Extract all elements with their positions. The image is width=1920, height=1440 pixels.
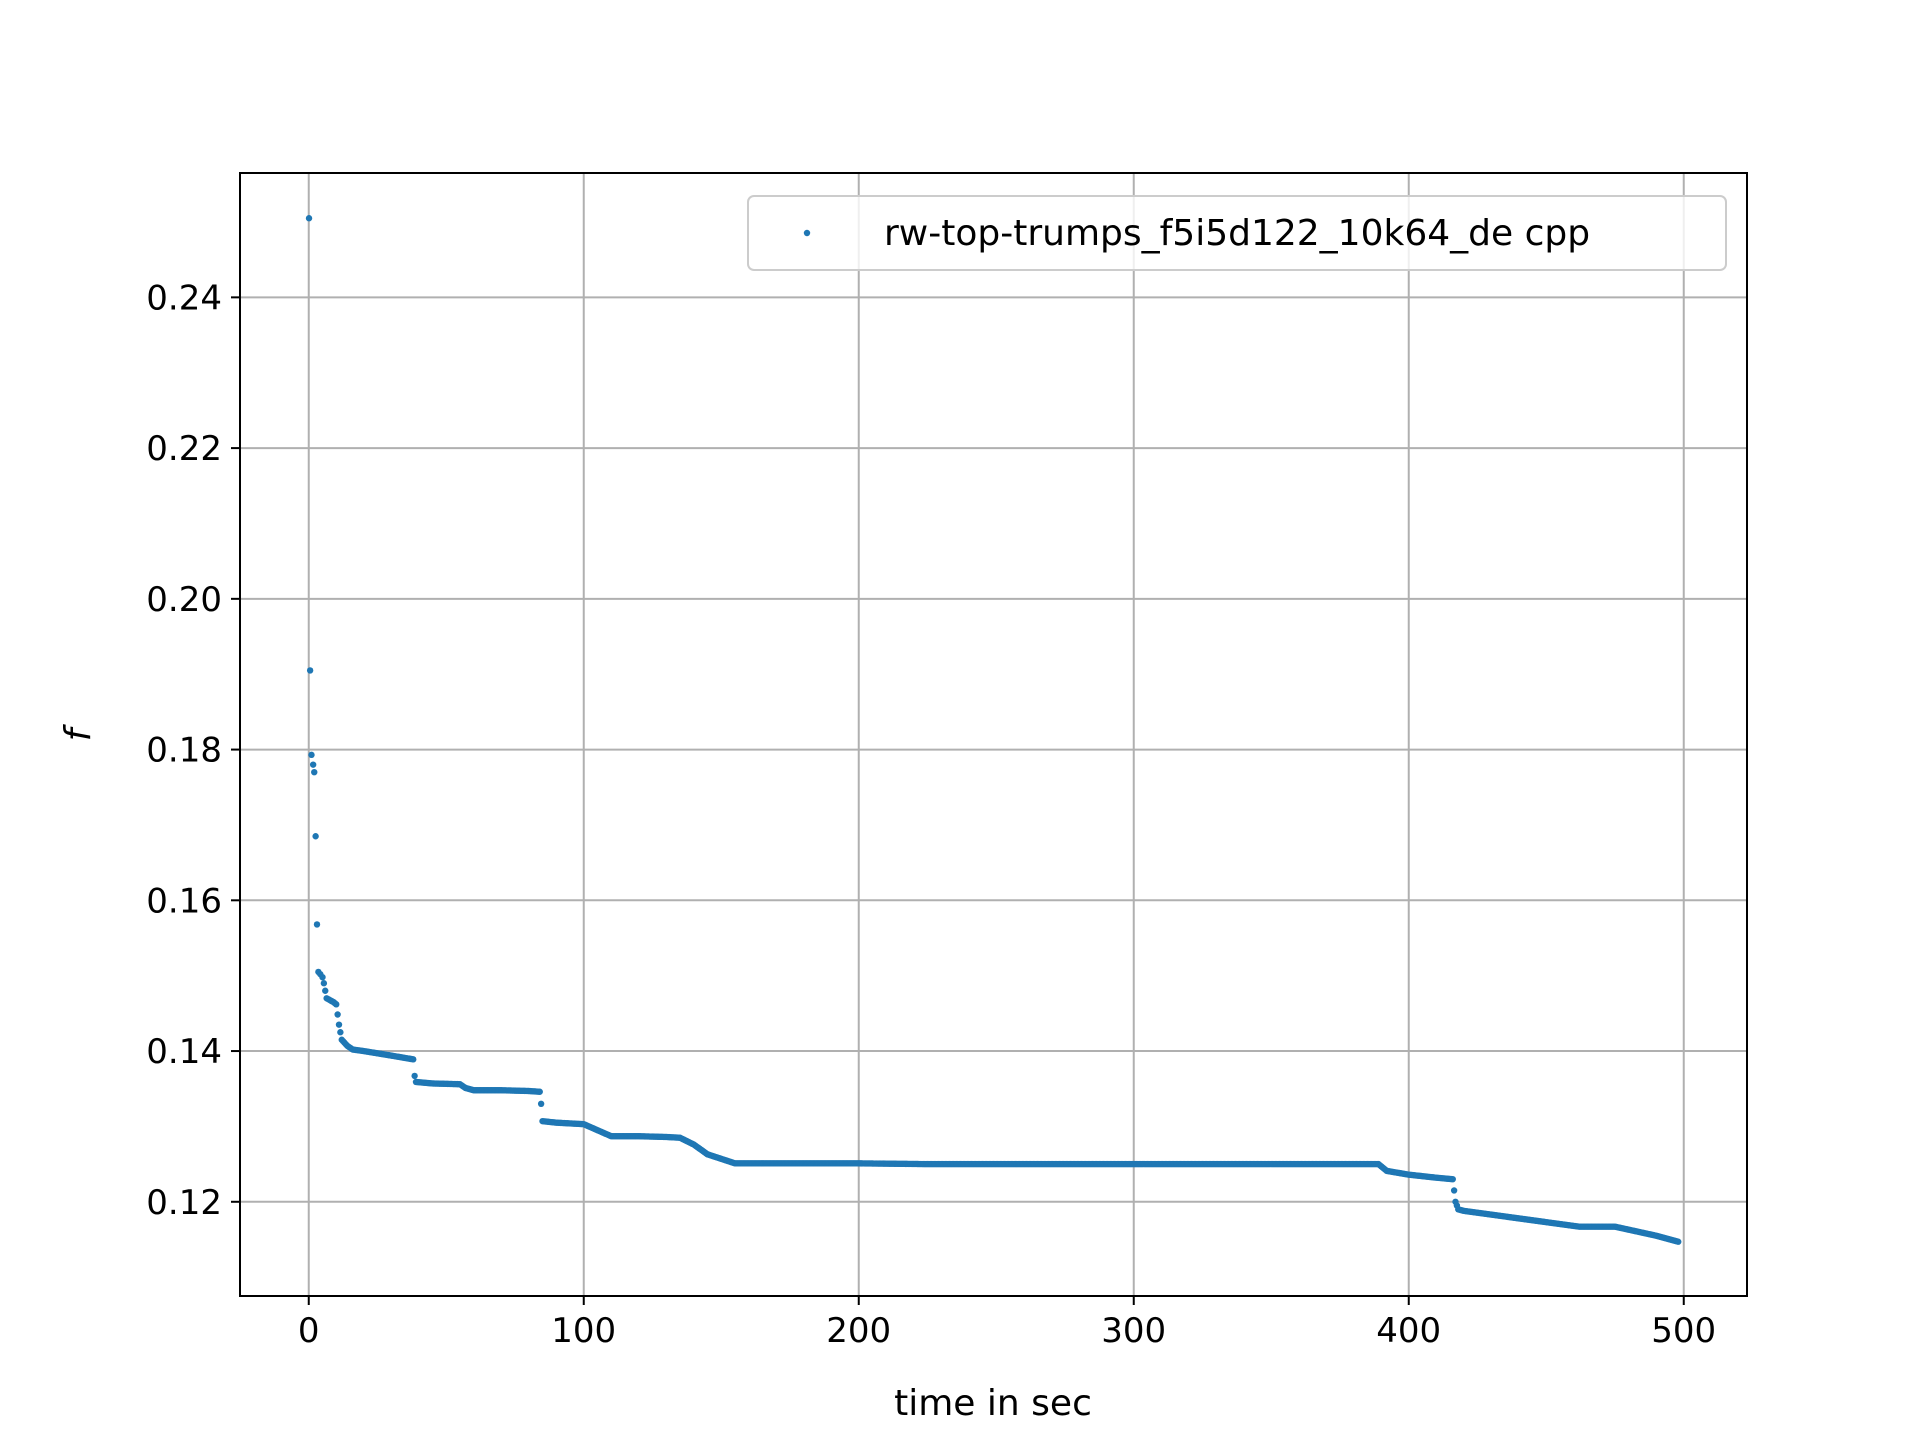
data-point [334, 1011, 341, 1018]
data-point [411, 1072, 418, 1080]
data-point [312, 833, 319, 840]
data-point [313, 921, 321, 928]
data-point [322, 987, 329, 994]
y-tick-label: 0.16 [146, 881, 222, 921]
x-axis-label: time in sec [894, 1383, 1092, 1424]
data-point [337, 1029, 344, 1036]
series-layer [305, 215, 1682, 1245]
legend-marker [803, 229, 811, 237]
data-point [1449, 1175, 1456, 1183]
x-tick-label: 200 [826, 1311, 891, 1351]
x-tick-label: 0 [298, 1311, 320, 1351]
x-tick-label: 300 [1101, 1311, 1166, 1351]
data-point [309, 761, 317, 768]
data-point [320, 980, 328, 987]
data-point [319, 973, 326, 981]
plot-area [240, 173, 1747, 1296]
data-point [308, 751, 315, 759]
data-point [536, 1088, 543, 1095]
x-tick-label: 100 [551, 1311, 616, 1351]
data-point [1675, 1238, 1682, 1245]
axes-frame [239, 172, 1748, 1297]
x-tick-label: 500 [1651, 1311, 1716, 1351]
grid [240, 173, 1747, 1296]
data-point [305, 215, 313, 222]
y-tick-label: 0.12 [146, 1183, 222, 1223]
data-point [537, 1100, 545, 1108]
y-tick-label: 0.20 [146, 580, 222, 620]
data-point [311, 768, 318, 776]
data-point [306, 667, 314, 674]
y-tick-label: 0.14 [146, 1032, 222, 1072]
data-point [335, 1021, 343, 1028]
y-tick-label: 0.18 [146, 731, 222, 771]
y-tick-label: 0.22 [146, 429, 222, 469]
data-point [333, 1001, 340, 1008]
legend-label: rw-top-trumps_f5i5d122_10k64_de cpp [884, 213, 1590, 254]
x-tick-label: 400 [1376, 1311, 1441, 1351]
data-point [410, 1056, 417, 1063]
data-point [1450, 1187, 1458, 1194]
ticks: 0 100 200 300 400 500 0.12 0.14 0.16 0.18 0.20 0.22… [146, 278, 1716, 1351]
legend: rw-top-trumps_f5i5d122_10k64_de cpp [747, 195, 1727, 271]
legend-box [747, 195, 1727, 271]
y-tick-label: 0.24 [146, 278, 222, 318]
